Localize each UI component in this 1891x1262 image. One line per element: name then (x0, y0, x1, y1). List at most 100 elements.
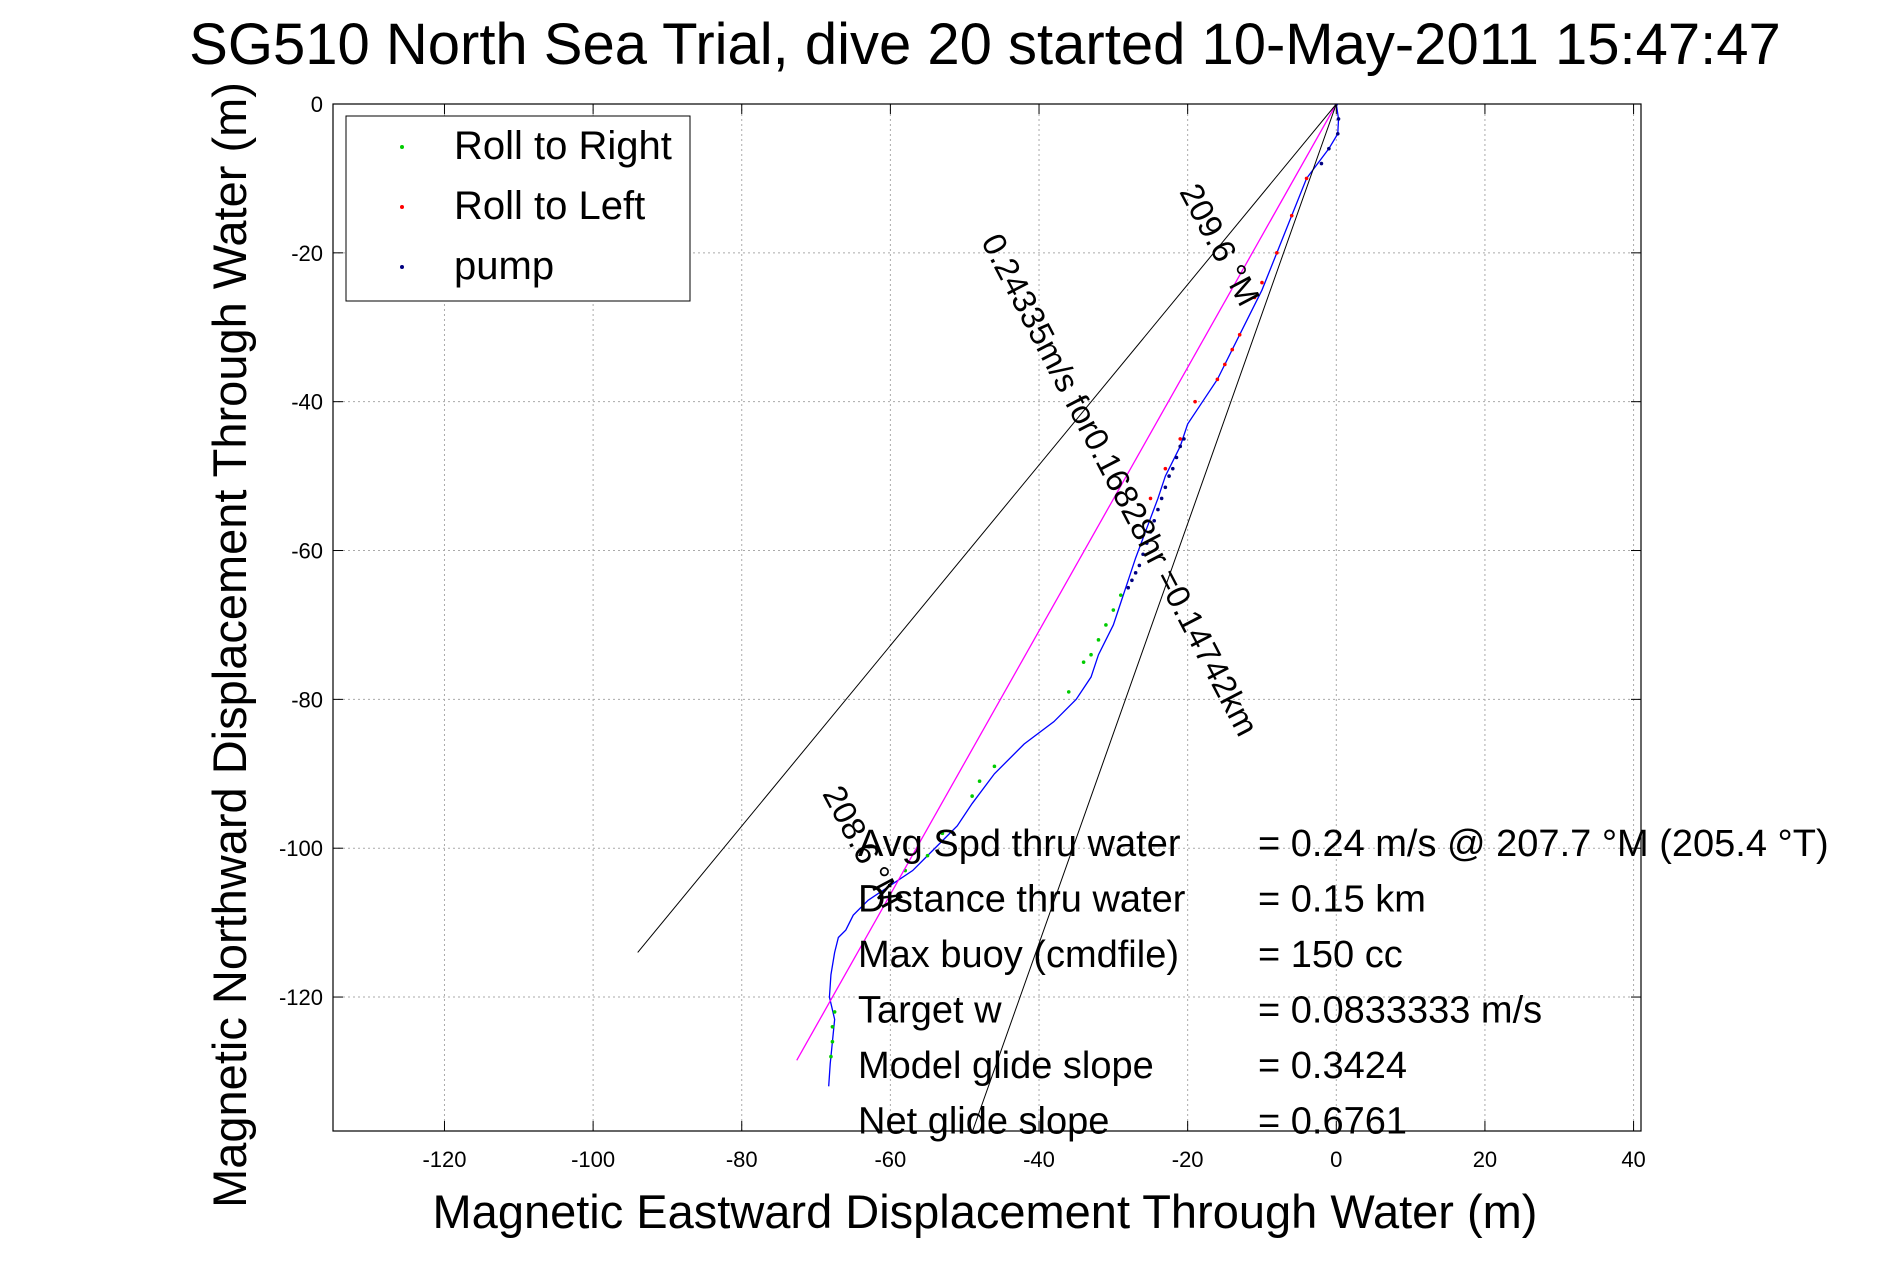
pump-point (1133, 571, 1138, 575)
legend-label: pump (454, 244, 554, 288)
pump-point (1182, 437, 1186, 441)
x-tick-label: 0 (1330, 1147, 1342, 1172)
y-axis-label: Magnetic Northward Displacement Through … (203, 82, 256, 1208)
roll-to-left-point (1304, 176, 1309, 181)
roll-to-left-point (1193, 399, 1197, 404)
roll-to-left-point (1178, 437, 1183, 441)
roll-to-right-point (830, 1025, 835, 1029)
pump-point (1126, 585, 1131, 590)
roll-to-right-point (970, 794, 974, 798)
course-line (796, 104, 1337, 1061)
stat-value: = 150 cc (1258, 934, 1403, 976)
y-tick-label: -100 (279, 836, 323, 861)
legend-marker (400, 205, 404, 209)
plot-series (637, 104, 1341, 1131)
axis-ticks: -120 -100 -80 -60 -40 -20 0 20 40 0 -20 -40 -60 -80 -1… (279, 92, 1646, 1172)
chart-title: SG510 North Sea Trial, dive 20 started 1… (189, 12, 1781, 77)
y-tick-label: -120 (279, 985, 323, 1010)
x-tick-label: -20 (1172, 1147, 1204, 1172)
stat-label: Model glide slope (858, 1045, 1154, 1087)
roll-to-right-point (829, 1054, 833, 1059)
roll-to-right-point (1104, 623, 1108, 627)
roll-to-right-point (925, 853, 930, 858)
roll-to-left-point (1237, 332, 1242, 337)
stat-label: Distance thru water (858, 879, 1186, 921)
roll-to-right-point (977, 779, 982, 784)
roll-to-right-point (830, 1039, 835, 1044)
bracket-line (972, 104, 1337, 1131)
legend-marker (400, 145, 404, 149)
roll-to-right-point (1111, 608, 1116, 612)
pump-point (1144, 541, 1149, 545)
track-line (828, 104, 1340, 1087)
roll-to-left-point (1215, 377, 1220, 382)
roll-to-right-point (1066, 690, 1071, 694)
stat-value: = 0.3424 (1258, 1045, 1407, 1087)
roll-to-right-point (1118, 593, 1123, 597)
speed-distance-label: 0.24335m/s for0.16828hr =0.14742km (974, 228, 1266, 742)
stats-block: Avg Spd thru water = 0.24 m/s @ 207.7 °M … (858, 823, 1829, 1143)
legend-label: Roll to Right (454, 124, 672, 168)
stat-label: Max buoy (cmdfile) (858, 934, 1179, 976)
stat-value: = 0.0833333 m/s (1258, 990, 1542, 1032)
stat-label: Target w (858, 990, 1002, 1032)
roll-to-left-point (1230, 347, 1235, 352)
pump-point (1141, 552, 1145, 557)
stat-value: = 0.24 m/s @ 207.7 °M (205.4 °T) (1258, 823, 1829, 865)
pump-point (1178, 444, 1183, 449)
stat-label: Avg Spd thru water (858, 823, 1181, 865)
pump-point (1327, 146, 1331, 151)
bracket-line (637, 104, 1337, 953)
pump-point (1148, 530, 1153, 534)
y-tick-label: -80 (291, 687, 323, 712)
pump-point (1167, 474, 1171, 478)
pump-point (1137, 563, 1142, 568)
legend-marker (400, 265, 404, 269)
stat-label: Net glide slope (858, 1101, 1109, 1143)
plot-frame (332, 103, 1642, 1132)
pump-point (1319, 161, 1324, 166)
course-annotations: 209.6 °M 0.24335m/s for0.16828hr =0.1474… (816, 177, 1268, 913)
roll-to-right-point (940, 831, 945, 836)
pump-point (1170, 466, 1175, 471)
roll-to-right-point (1096, 638, 1101, 642)
y-tick-label: -60 (291, 539, 323, 564)
x-tick-label: -100 (571, 1147, 615, 1172)
x-tick-label: -60 (874, 1147, 906, 1172)
roll-to-left-point (1148, 496, 1153, 501)
x-tick-label: 20 (1473, 1147, 1497, 1172)
roll-to-left-point (1260, 280, 1264, 285)
roll-to-left-point (1275, 251, 1279, 255)
heading-start-label: 209.6 °M (1173, 177, 1268, 311)
pump-point (1156, 507, 1160, 512)
pump-point (1130, 578, 1134, 583)
roll-to-left-point (1223, 362, 1227, 367)
x-tick-label: -80 (726, 1147, 758, 1172)
pump-point (1163, 485, 1168, 490)
pump-point (1336, 117, 1341, 121)
pump-point (1174, 455, 1179, 460)
x-axis-label: Magnetic Eastward Displacement Through W… (433, 1185, 1538, 1238)
roll-to-left-point (1252, 295, 1257, 300)
stat-value: = 0.15 km (1258, 879, 1426, 921)
roll-to-right-point (1089, 652, 1093, 657)
x-tick-label: 40 (1621, 1147, 1645, 1172)
x-tick-label: -120 (422, 1147, 466, 1172)
roll-to-left-point (1289, 213, 1294, 218)
legend: Roll to Right Roll to Left pump (345, 115, 691, 302)
axes-box (332, 103, 1642, 1132)
y-tick-label: -20 (291, 241, 323, 266)
pump-point (1152, 518, 1157, 523)
pump-point (1335, 131, 1340, 136)
roll-to-right-point (832, 1010, 837, 1014)
roll-to-right-point (992, 764, 997, 769)
roll-to-right-point (1081, 660, 1086, 664)
x-tick-label: -40 (1023, 1147, 1055, 1172)
pump-point (1159, 496, 1164, 501)
stat-value: = 0.6761 (1258, 1101, 1407, 1143)
legend-label: Roll to Left (454, 184, 645, 228)
y-tick-label: -40 (291, 390, 323, 415)
roll-to-left-point (1163, 466, 1168, 471)
y-tick-label: 0 (311, 92, 323, 117)
